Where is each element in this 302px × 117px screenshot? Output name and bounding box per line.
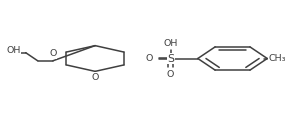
Text: O: O	[49, 49, 56, 58]
Text: S: S	[167, 53, 174, 64]
Text: CH₃: CH₃	[269, 54, 286, 63]
Text: O: O	[167, 70, 174, 79]
Text: OH: OH	[163, 39, 178, 48]
Text: O: O	[92, 73, 99, 82]
Text: OH: OH	[6, 46, 21, 55]
Text: O: O	[145, 54, 153, 63]
